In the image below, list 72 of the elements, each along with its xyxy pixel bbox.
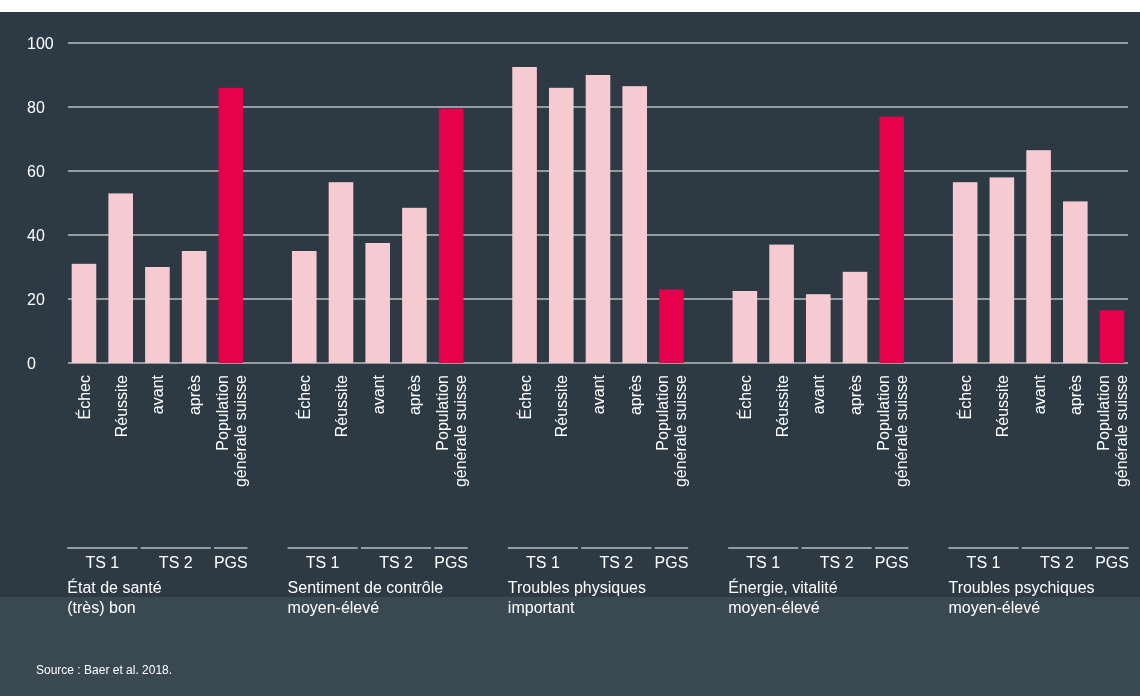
- x-tick-label: Échec: [515, 375, 534, 420]
- x-tick-label: après: [626, 375, 644, 416]
- text: Sentiment de contrôle moyen-élevé: [287, 579, 444, 616]
- text: Énergie, vitalité moyen-élevé: [728, 578, 838, 616]
- bar: [402, 207, 427, 363]
- y-tick-label: 40: [27, 226, 45, 244]
- bar: [328, 182, 354, 363]
- text: PGS: [434, 554, 469, 571]
- bar: [585, 75, 611, 363]
- x-tick-label: après: [1067, 375, 1085, 416]
- bar: [291, 251, 317, 363]
- bar: [1099, 310, 1125, 363]
- bar: [438, 108, 464, 363]
- bar: [181, 251, 207, 363]
- text: TS 1: [305, 554, 340, 571]
- bar: [1063, 201, 1088, 363]
- x-tick-label: Réussite: [993, 374, 1011, 438]
- x-tick-label: avant: [369, 374, 387, 415]
- x-tick-label: Échec: [735, 375, 754, 420]
- x-tick-label: après: [406, 375, 424, 416]
- bar: [842, 271, 868, 363]
- text: PGS: [213, 554, 248, 571]
- text: Troubles physiques important: [507, 579, 647, 616]
- y-tick-label: 0: [27, 354, 36, 372]
- x-tick-label: Échec: [956, 375, 975, 420]
- bar: [806, 294, 831, 363]
- bar: [512, 67, 537, 363]
- x-tick-label: Échec: [295, 375, 314, 420]
- bar: [989, 177, 1015, 363]
- bar: [659, 289, 684, 363]
- bar: [1026, 150, 1051, 363]
- x-tick-label: Réussite: [112, 374, 130, 438]
- bar: [145, 267, 170, 363]
- text: Troubles psychiques moyen-élevé: [948, 579, 1095, 616]
- text: TS 2: [599, 554, 634, 571]
- x-tick-label: avant: [590, 374, 607, 415]
- text: TS 2: [158, 554, 193, 571]
- bar: [769, 244, 794, 363]
- text: TS 1: [746, 554, 781, 571]
- text: État de santé (très) bon: [67, 578, 162, 616]
- x-tick-label: avant: [149, 374, 167, 415]
- bar: [548, 87, 574, 363]
- y-tick-label: 100: [27, 34, 54, 52]
- source-note: Source : Baer et al. 2018.: [36, 663, 173, 677]
- text: TS 2: [1040, 554, 1074, 571]
- text: TS 1: [85, 554, 120, 571]
- text: PGS: [654, 554, 689, 571]
- bar: [879, 116, 905, 363]
- bar: [71, 263, 97, 363]
- x-tick-label: Échec: [74, 375, 93, 420]
- y-tick-label: 60: [27, 162, 45, 180]
- x-tick-label: avant: [1030, 374, 1048, 415]
- y-tick-label: 20: [27, 290, 45, 308]
- bar: [218, 87, 244, 363]
- text: TS 2: [379, 554, 414, 571]
- text: TS 1: [966, 554, 1001, 571]
- bar: [622, 86, 648, 363]
- x-tick-label: Réussite: [773, 374, 791, 438]
- bar: [952, 182, 978, 363]
- bar: [108, 193, 133, 363]
- bar: [732, 291, 758, 363]
- text: TS 2: [819, 554, 854, 571]
- x-tick-label: après: [847, 375, 865, 416]
- x-tick-label: après: [186, 375, 204, 416]
- y-tick-label: 80: [27, 98, 45, 116]
- bar: [365, 243, 390, 363]
- x-tick-label: Réussite: [332, 374, 350, 438]
- x-tick-label: avant: [810, 374, 828, 415]
- text: TS 1: [526, 554, 560, 571]
- text: PGS: [874, 554, 909, 571]
- text: PGS: [1095, 554, 1129, 571]
- x-tick-label: Réussite: [553, 374, 571, 438]
